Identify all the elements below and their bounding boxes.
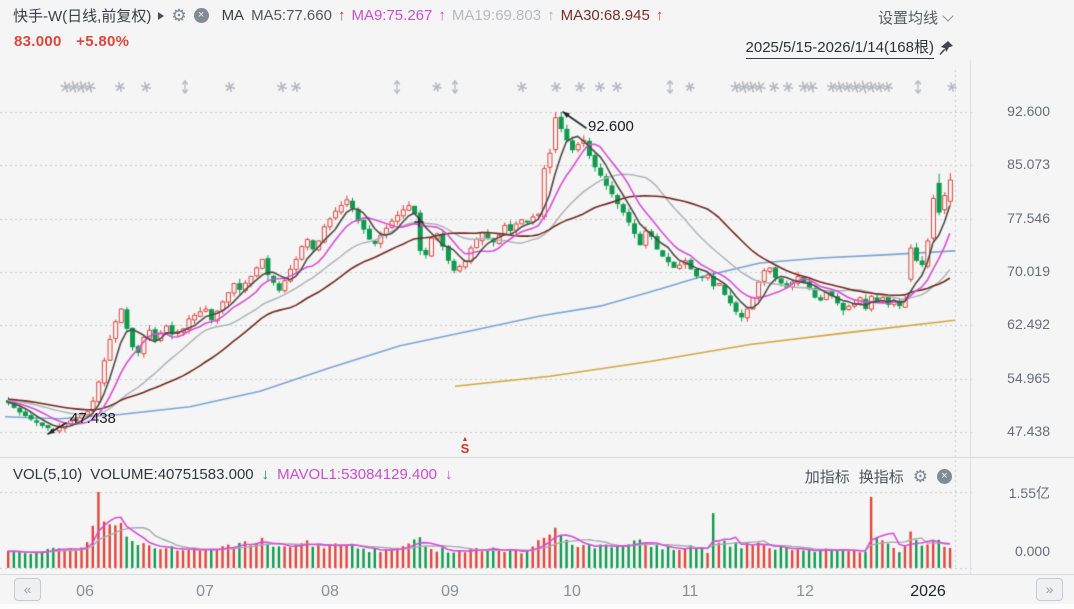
price-axis-label: 85.073: [1007, 156, 1050, 173]
volume-header-actions: 加指标 换指标 ⚙ ×: [805, 466, 952, 487]
close-indicator-icon[interactable]: ×: [193, 8, 209, 23]
month-label[interactable]: 06: [76, 583, 94, 600]
month-label[interactable]: 09: [441, 583, 459, 600]
header-row: 快手-W(日线,前复权) ⚙ × MA MA5:77.660 ↑ MA9:75.26…: [13, 5, 663, 26]
month-label[interactable]: 07: [196, 583, 214, 600]
volume-header: VOL(5,10) VOLUME:40751583.000 ↓ MAVOL1:5…: [13, 466, 453, 483]
ma-settings-label[interactable]: 设置均线: [877, 10, 938, 27]
pin-icon[interactable]: [938, 40, 954, 56]
scroll-left-button[interactable]: «: [14, 578, 41, 601]
price-axis-label: 70.019: [1007, 263, 1050, 279]
volume-axis-zero-label: 0.000: [1014, 543, 1050, 559]
symbol-title[interactable]: 快手-W(日线,前复权): [13, 8, 152, 25]
last-price: 83.000: [14, 33, 62, 50]
ma-settings-button[interactable]: 设置均线: [877, 7, 954, 28]
month-label[interactable]: 08: [321, 583, 339, 600]
volume-value-label: VOLUME:40751583.000: [90, 466, 254, 483]
date-range-label[interactable]: 2025/5/15-2026/1/14(168根): [745, 36, 934, 59]
ma-trend-arrow-icon: ↑: [337, 7, 346, 24]
ma-legend-item: MA9:75.267: [351, 7, 433, 24]
ma-group-label: MA: [221, 7, 245, 24]
expand-caret-icon[interactable]: [158, 11, 165, 20]
low-annotation: 47.438: [70, 410, 116, 427]
ma-legend: MA5:77.660 ↑ MA9:75.267 ↑ MA19:69.803 ↑ MA30:6…: [251, 7, 663, 24]
ma-trend-arrow-icon: ↑: [438, 7, 446, 24]
footer-divider: [0, 574, 1074, 575]
ma-legend-item: MA30:68.945: [560, 7, 650, 24]
volume-indicator-label[interactable]: VOL(5,10): [13, 466, 83, 483]
quote-row: 83.000 +5.80%: [14, 33, 129, 50]
volume-axis-max-label: 1.55亿: [1008, 485, 1050, 501]
bottom-strip: [0, 604, 1074, 609]
split-arrow-icon: ▲: [461, 436, 469, 443]
indicator-gear-icon[interactable]: ⚙: [912, 467, 928, 486]
price-axis-label: 54.965: [1007, 369, 1050, 386]
month-label[interactable]: 10: [563, 583, 581, 600]
mavol1-direction-arrow: ↓: [445, 466, 453, 483]
pane-divider: [0, 457, 1074, 458]
high-annotation: 92.600: [588, 118, 634, 135]
price-axis-label: 62.492: [1007, 316, 1050, 333]
month-label[interactable]: 11: [681, 583, 699, 600]
date-range-group: 2025/5/15-2026/1/14(168根): [745, 36, 954, 59]
month-label[interactable]: 12: [796, 583, 814, 600]
split-event-marker[interactable]: ▲ S: [457, 436, 473, 455]
close-volume-icon[interactable]: ×: [937, 469, 952, 484]
switch-indicator-button[interactable]: 换指标: [858, 469, 904, 486]
chevron-down-icon: [942, 9, 954, 22]
mavol1-value-label: MAVOL1:53084129.400: [277, 466, 437, 483]
price-change-percent: +5.80%: [76, 33, 130, 50]
add-indicator-button[interactable]: 加指标: [804, 469, 850, 486]
ma-legend-item: MA19:69.803: [451, 7, 542, 24]
ma-legend-item: MA5:77.660: [251, 7, 332, 24]
month-label[interactable]: 2026: [910, 583, 946, 600]
ma-trend-arrow-icon: ↑: [655, 7, 664, 24]
price-axis-label: 92.600: [1007, 103, 1050, 119]
ma-trend-arrow-icon: ↑: [547, 7, 555, 24]
price-axis-label: 47.438: [1007, 423, 1050, 440]
scroll-right-button[interactable]: »: [1036, 578, 1063, 601]
settings-gear-icon[interactable]: ⚙: [171, 6, 187, 25]
price-axis-label: 77.546: [1007, 209, 1050, 226]
volume-direction-arrow: ↓: [261, 466, 270, 483]
